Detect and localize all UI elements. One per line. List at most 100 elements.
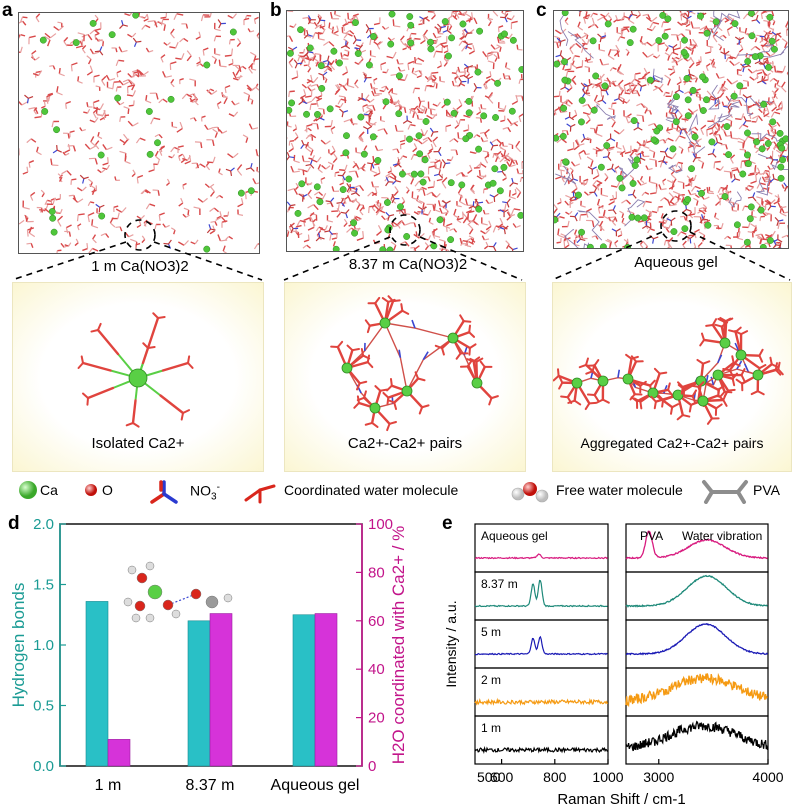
water-molecule [423,29,429,41]
water-molecule [427,101,436,111]
water-molecule [141,235,146,244]
water-molecule [247,28,255,33]
water-molecule [646,25,656,32]
water-molecule [409,108,416,114]
calcium-ion [699,73,707,81]
water-molecule [678,193,685,203]
water-molecule [123,106,130,115]
water-molecule [301,155,310,163]
water-molecule [726,26,733,37]
water-molecule [70,178,77,185]
water-molecule [256,166,259,173]
calcium-ion [401,385,413,397]
water-molecule [758,108,767,114]
calcium-ion [494,79,502,87]
water-molecule [593,94,601,106]
water-molecule [780,81,787,93]
water-molecule [484,94,493,99]
calcium-ion [382,98,390,106]
pva-legend-icon [702,480,748,504]
water-molecule [26,227,35,237]
calcium-ion [744,58,752,65]
water-molecule [492,11,499,17]
calcium-ion [49,214,57,222]
water-molecule [479,131,488,137]
water-molecule [181,23,189,29]
water-molecule [621,199,631,205]
calcium-ion [731,20,739,28]
water-molecule [309,212,315,222]
water-molecule [468,224,474,235]
water-molecule [689,74,697,80]
water-molecule [218,168,223,176]
pva-chain [567,31,594,59]
water-molecule [135,137,146,144]
water-molecule [92,234,97,244]
calcium-ion [314,110,321,118]
calcium-ion [743,151,751,159]
calcium-ion [517,211,523,219]
water-molecule [660,213,667,222]
right-tick-label: 0 [368,758,376,775]
calcium-ion [736,82,744,90]
water-molecule [755,69,767,76]
water-molecule [416,70,423,79]
water-molecule [649,21,660,29]
calcium-ion [708,138,716,146]
water-molecule [320,176,326,184]
nitrate-ion [566,123,576,132]
water-molecule [725,118,733,127]
water-molecule [592,180,603,186]
water-molecule [615,141,622,150]
water-molecule [287,121,292,128]
water-molecule [177,240,189,246]
nitrate-ion [723,102,732,112]
water-molecule [374,145,384,152]
coordinated-water [706,387,725,402]
water-molecule [762,57,769,65]
coordinated-water [586,384,602,402]
nitrate-ion [163,239,172,249]
water-molecule [575,60,584,69]
calcium-ion [406,135,413,143]
water-molecule [776,65,786,73]
calcium-ion [50,228,58,236]
nitrate-ion [340,209,350,219]
water-molecule [237,209,244,216]
calcium-ion [697,12,704,20]
calcium-ion [733,221,741,229]
nitrate-ion [441,159,451,169]
water-molecule [600,12,610,18]
water-molecule [610,102,617,108]
chart-hydrogen-bonds: 0.0 0.5 1.0 1.5 2.0 0 20 40 60 80 100 Hydrogen bond… [9,516,408,794]
panel-label-e: e [442,513,453,534]
water-molecule [90,136,96,147]
water-molecule [228,111,239,117]
water-molecule [669,65,676,76]
nitrate-ion [658,155,667,165]
right-tick-label: 60 [368,613,385,630]
water-molecule [287,229,290,238]
calcium-ion [336,59,343,67]
nitrate-ion [318,71,328,81]
pva-chain [749,96,773,109]
water-molecule [136,69,146,77]
water-molecule [116,100,125,106]
water-molecule [484,78,491,89]
nitrate-ion [95,203,105,213]
water-molecule [367,104,376,111]
water-molecule [768,123,777,129]
water-molecule [399,135,406,143]
water-molecule [101,75,107,86]
water-molecule [481,217,488,226]
calcium-ion [616,174,624,182]
water-molecule [584,11,588,18]
water-molecule [658,184,667,191]
coordinated-water [364,319,382,334]
water-molecule [392,220,403,227]
nitrate-ion [578,11,583,17]
calcium-ion [445,52,452,60]
water-molecule [95,85,101,91]
calcium-ion [684,96,692,104]
pva-chain [577,210,603,241]
